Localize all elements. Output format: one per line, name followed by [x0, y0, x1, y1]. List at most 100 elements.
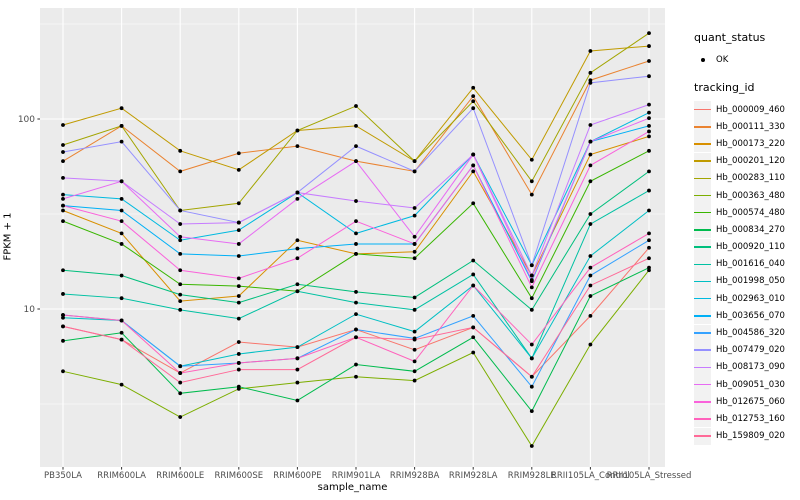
- legend-item-Hb_002963_010: Hb_002963_010: [694, 290, 785, 308]
- legend-item-label: Hb_000111_330: [716, 121, 785, 132]
- data-point: [178, 208, 183, 213]
- data-point: [295, 190, 300, 195]
- data-point: [471, 163, 476, 168]
- data-point: [119, 123, 124, 128]
- data-point: [61, 203, 65, 208]
- data-point: [354, 374, 358, 379]
- data-point: [236, 384, 241, 389]
- data-point: [471, 99, 476, 104]
- data-point: [295, 289, 300, 294]
- legend-item-Hb_009051_030: Hb_009051_030: [694, 376, 785, 394]
- x-tick-label: RRII105LA_Control: [551, 471, 630, 481]
- data-point: [647, 238, 651, 243]
- x-tick-label: RRIM928BA: [390, 471, 440, 481]
- data-point: [236, 352, 241, 356]
- data-point: [178, 251, 183, 256]
- legend-key-line-icon: [694, 221, 711, 239]
- data-point: [119, 106, 124, 111]
- data-point: [295, 196, 300, 201]
- data-point: [119, 219, 124, 224]
- data-point: [236, 242, 241, 246]
- legend-item-label: Hb_000173_220: [716, 138, 785, 149]
- legend-key-line-icon: [694, 255, 711, 273]
- data-point: [119, 382, 124, 387]
- data-point: [471, 325, 476, 330]
- legend-color-line: [694, 383, 711, 386]
- data-point: [354, 123, 358, 128]
- legend-color-line: [694, 229, 711, 231]
- legend-item-label: Hb_000283_110: [716, 173, 785, 184]
- legend-key-line-icon: [694, 427, 711, 445]
- legend-item-Hb_000009_460: Hb_000009_460: [694, 101, 785, 119]
- data-point: [471, 283, 476, 288]
- data-point: [412, 337, 417, 342]
- data-point: [295, 356, 300, 361]
- legend-item-label: Hb_001616_040: [716, 259, 785, 270]
- data-point: [354, 219, 358, 224]
- data-point: [529, 409, 534, 414]
- legend-key-line-icon: [694, 307, 711, 325]
- data-point: [295, 238, 300, 243]
- legend-key-line-icon: [694, 393, 711, 411]
- data-point: [236, 340, 241, 344]
- legend-key-line-icon: [694, 341, 711, 359]
- data-point: [471, 106, 476, 111]
- data-point: [588, 342, 593, 347]
- legend-item-label: Hb_000920_110: [716, 242, 785, 253]
- y-tick-label: 100: [18, 115, 35, 125]
- data-point: [354, 290, 358, 294]
- data-point: [412, 256, 417, 261]
- data-point: [647, 116, 651, 121]
- legend-item-label: Hb_012675_060: [716, 396, 785, 407]
- data-point: [412, 329, 417, 334]
- legend-color-line: [694, 349, 711, 351]
- data-point: [61, 338, 65, 343]
- data-point: [236, 151, 241, 156]
- x-tick-label: PB350LA: [44, 471, 82, 481]
- legend-item-label: Hb_159809_020: [716, 431, 785, 442]
- data-point: [178, 307, 183, 312]
- legend-quant-status-section: quant_status OK: [694, 31, 785, 68]
- legend-item-Hb_000173_220: Hb_000173_220: [694, 135, 785, 153]
- data-point: [236, 254, 241, 258]
- data-point: [61, 324, 65, 329]
- data-point: [471, 201, 476, 206]
- data-point: [178, 282, 183, 287]
- legend-key-line-icon: [694, 101, 711, 119]
- data-point: [412, 369, 417, 374]
- data-point: [295, 398, 300, 403]
- x-tick-label: RRIM600LE: [156, 471, 204, 481]
- ok-point-icon: [700, 57, 705, 62]
- data-point: [647, 129, 651, 134]
- data-point: [588, 313, 593, 318]
- legend-item-Hb_000363_480: Hb_000363_480: [694, 187, 785, 205]
- y-tick-label: 10: [24, 305, 36, 315]
- data-point: [236, 284, 241, 288]
- data-point: [471, 335, 476, 340]
- data-point: [61, 313, 65, 317]
- legend-quant-status-title: quant_status: [694, 31, 766, 44]
- data-point: [529, 384, 534, 389]
- legend-item-Hb_012753_160: Hb_012753_160: [694, 410, 785, 428]
- data-point: [588, 265, 593, 270]
- data-point: [119, 296, 124, 301]
- data-point: [412, 249, 417, 254]
- data-point: [354, 159, 358, 164]
- tracking-id-legend-items: Hb_000009_460 Hb_000111_330 Hb_000173_220 H…: [694, 101, 785, 445]
- data-point: [119, 208, 124, 213]
- data-point: [354, 327, 358, 332]
- legend-key-line-icon: [694, 324, 711, 342]
- legend-item-Hb_000574_480: Hb_000574_480: [694, 204, 785, 222]
- data-point: [529, 374, 534, 379]
- data-point: [354, 251, 358, 256]
- legend-color-line: [694, 366, 711, 369]
- legend-key-line-icon: [694, 204, 711, 222]
- data-point: [412, 234, 417, 239]
- legend-key-line-icon: [694, 272, 711, 290]
- data-point: [61, 315, 65, 320]
- legend-color-line: [694, 263, 711, 266]
- data-point: [471, 152, 476, 157]
- data-point: [295, 345, 300, 350]
- plot-panel: [40, 8, 665, 467]
